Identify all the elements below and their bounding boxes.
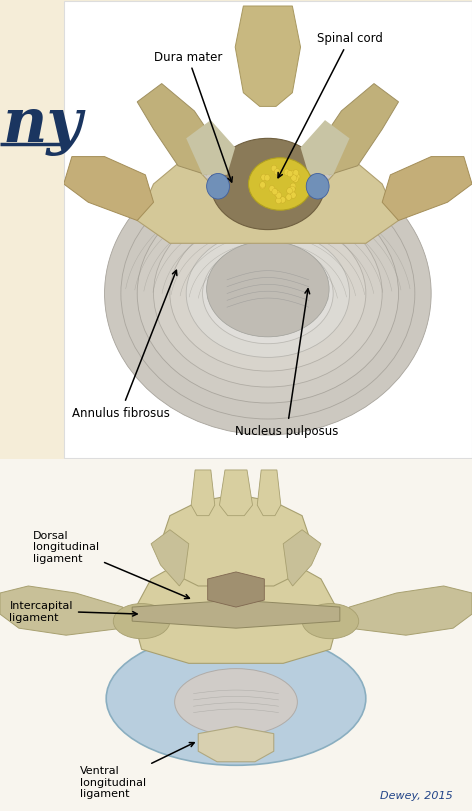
Circle shape [291, 175, 296, 182]
Text: ny: ny [2, 96, 82, 156]
Polygon shape [132, 600, 340, 629]
Text: Nucleus pulposus: Nucleus pulposus [235, 290, 338, 437]
Polygon shape [283, 530, 321, 586]
Text: Dura mater: Dura mater [153, 50, 232, 182]
Ellipse shape [186, 230, 349, 358]
Ellipse shape [106, 632, 366, 766]
Polygon shape [186, 121, 235, 176]
Circle shape [272, 189, 278, 195]
Ellipse shape [121, 169, 415, 419]
Polygon shape [257, 470, 281, 516]
Ellipse shape [113, 604, 170, 639]
Ellipse shape [153, 200, 382, 388]
Circle shape [276, 193, 281, 200]
Bar [64, 2, 472, 458]
Circle shape [293, 177, 298, 183]
Bar [0, 460, 472, 811]
Circle shape [290, 184, 296, 190]
Polygon shape [191, 470, 215, 516]
Polygon shape [208, 573, 264, 607]
Circle shape [290, 193, 296, 199]
Polygon shape [132, 551, 340, 663]
Text: Intercapital
ligament: Intercapital ligament [9, 600, 137, 622]
Circle shape [289, 187, 295, 193]
Circle shape [284, 169, 290, 176]
Polygon shape [235, 7, 301, 107]
Circle shape [260, 182, 265, 189]
Circle shape [276, 198, 281, 204]
Circle shape [274, 169, 280, 176]
Text: Spinal cord: Spinal cord [278, 32, 383, 178]
Polygon shape [382, 157, 472, 221]
Circle shape [306, 174, 329, 200]
Circle shape [264, 175, 270, 182]
Circle shape [294, 174, 300, 181]
Ellipse shape [105, 152, 431, 436]
Circle shape [287, 188, 293, 195]
Polygon shape [137, 84, 219, 176]
Circle shape [269, 187, 275, 193]
Polygon shape [349, 586, 472, 636]
Text: Dorsal
longitudinal
ligament: Dorsal longitudinal ligament [33, 530, 189, 599]
Text: Ventral
longitudinal
ligament: Ventral longitudinal ligament [80, 743, 194, 799]
Ellipse shape [302, 604, 359, 639]
Text: Annulus fibrosus: Annulus fibrosus [72, 271, 177, 419]
Circle shape [261, 175, 267, 182]
Ellipse shape [137, 185, 398, 404]
Circle shape [287, 171, 293, 178]
Polygon shape [219, 470, 253, 516]
Text: Dewey, 2015: Dewey, 2015 [380, 791, 453, 800]
Ellipse shape [170, 217, 366, 371]
Ellipse shape [211, 139, 325, 230]
Circle shape [275, 191, 280, 198]
Circle shape [271, 166, 277, 173]
Polygon shape [198, 727, 274, 762]
Polygon shape [160, 495, 312, 586]
Circle shape [290, 171, 295, 178]
Polygon shape [137, 157, 398, 244]
Circle shape [286, 195, 292, 201]
Circle shape [293, 170, 299, 177]
Circle shape [280, 197, 286, 204]
Polygon shape [301, 121, 349, 176]
Ellipse shape [248, 158, 312, 211]
Ellipse shape [202, 244, 333, 344]
Ellipse shape [175, 669, 297, 736]
Polygon shape [317, 84, 398, 176]
Polygon shape [151, 530, 189, 586]
Polygon shape [0, 586, 123, 636]
Circle shape [207, 174, 229, 200]
Circle shape [260, 183, 265, 190]
Polygon shape [64, 157, 153, 221]
Ellipse shape [207, 242, 329, 337]
